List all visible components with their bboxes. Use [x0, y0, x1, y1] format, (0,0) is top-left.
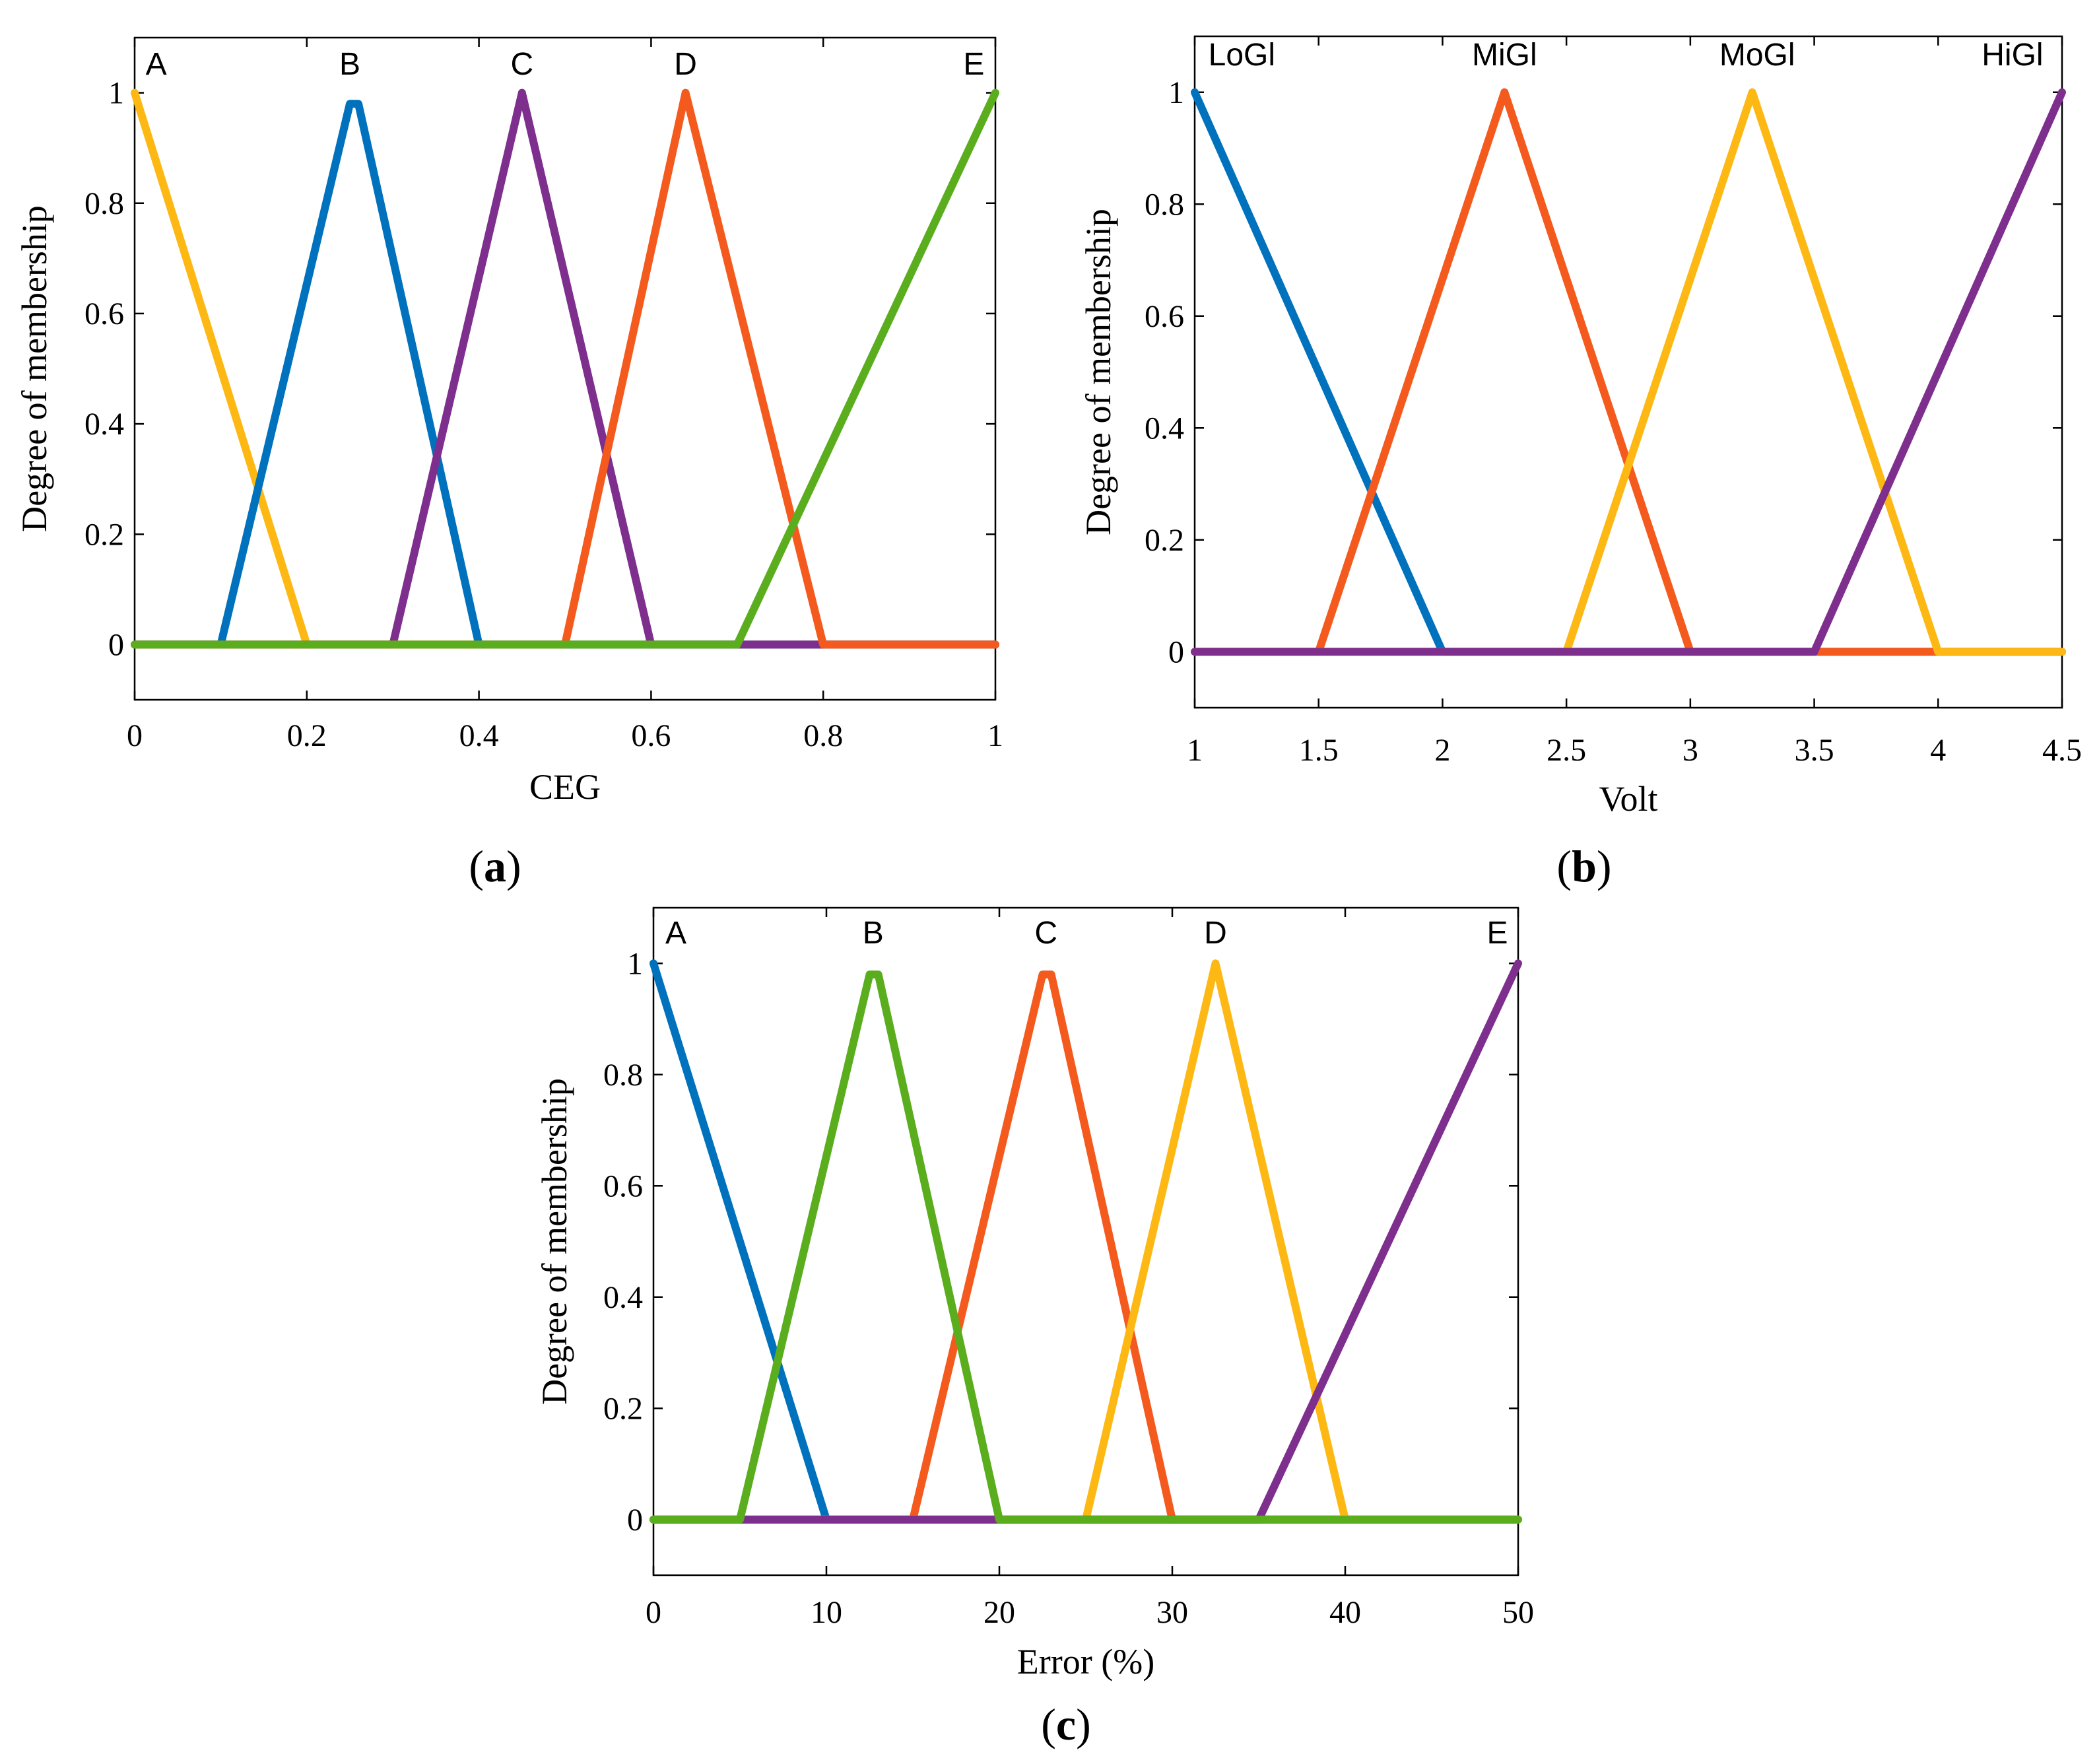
y-tick-label-c-3: 0.6: [603, 1169, 643, 1204]
mf-label-a-e: E: [963, 47, 984, 82]
x-tick-label-a-1: 0.2: [287, 718, 327, 753]
y-tick-label-b-2: 0.4: [1145, 411, 1184, 446]
mf-label-b-logl: LoGl: [1209, 38, 1275, 73]
mf-label-c-a: A: [665, 916, 686, 951]
x-tick-label-c-4: 40: [1329, 1595, 1361, 1630]
y-tick-label-b-5: 1: [1168, 75, 1184, 110]
x-axis-label-b: Volt: [1599, 779, 1657, 819]
mf-label-c-d: D: [1204, 916, 1227, 951]
x-tick-label-b-3: 2.5: [1547, 733, 1586, 768]
mf-label-a-a: A: [146, 47, 167, 82]
series-line-b-higl: [1191, 88, 2066, 656]
x-tick-label-a-4: 0.8: [803, 718, 843, 753]
y-tick-label-a-3: 0.6: [84, 296, 124, 331]
caption-c-letter: c: [1056, 1699, 1076, 1749]
mf-label-b-higl: HiGl: [1982, 38, 2043, 73]
x-tick-label-c-1: 10: [811, 1595, 842, 1630]
y-tick-label-b-1: 0.2: [1145, 523, 1184, 558]
x-tick-label-b-7: 4.5: [2042, 733, 2082, 768]
y-tick-label-c-4: 0.8: [603, 1058, 643, 1093]
y-tick-label-a-2: 0.4: [84, 407, 124, 442]
caption-a-letter: a: [484, 841, 506, 891]
mf-label-a-d: D: [674, 47, 697, 82]
y-tick-label-b-4: 0.8: [1145, 187, 1184, 222]
mf-label-c-e: E: [1487, 916, 1508, 951]
x-tick-label-a-2: 0.4: [459, 718, 499, 753]
caption-a: (a): [469, 841, 521, 891]
x-tick-label-c-2: 20: [983, 1595, 1015, 1630]
plot-frame-c: [652, 906, 1519, 1577]
x-axis-label-c: Error (%): [1017, 1642, 1154, 1681]
y-tick-label-a-4: 0.8: [84, 186, 124, 221]
y-axis-label-c: Degree of membership: [535, 1078, 574, 1405]
caption-b: (b): [1556, 841, 1611, 891]
x-tick-label-b-1: 1.5: [1299, 733, 1339, 768]
y-tick-label-c-0: 0: [627, 1503, 643, 1538]
x-tick-label-a-0: 0: [127, 718, 143, 753]
x-tick-label-b-5: 3.5: [1795, 733, 1834, 768]
mf-label-b-mogl: MoGl: [1719, 38, 1795, 73]
x-tick-label-a-5: 1: [987, 718, 1003, 753]
y-tick-label-a-5: 1: [108, 76, 124, 111]
caption-c: (c): [1041, 1699, 1091, 1749]
x-axis-label-a: CEG: [529, 767, 601, 807]
y-tick-label-a-1: 0.2: [84, 517, 124, 552]
y-tick-label-b-0: 0: [1168, 634, 1184, 669]
mf-label-c-c: C: [1034, 916, 1057, 951]
x-tick-label-b-4: 3: [1683, 733, 1698, 768]
x-tick-label-b-2: 2: [1434, 733, 1450, 768]
x-tick-label-b-6: 4: [1930, 733, 1946, 768]
caption-b-letter: b: [1572, 841, 1597, 891]
series-line-a-e: [131, 88, 999, 649]
x-tick-label-a-3: 0.6: [631, 718, 671, 753]
y-tick-label-c-5: 1: [627, 946, 643, 981]
mf-label-a-c: C: [510, 47, 533, 82]
series-line-c-b: [650, 970, 1522, 1524]
y-tick-label-c-1: 0.2: [603, 1391, 643, 1426]
y-tick-label-a-0: 0: [108, 627, 124, 662]
y-axis-label-b: Degree of membership: [1079, 209, 1118, 535]
y-tick-label-c-2: 0.4: [603, 1280, 643, 1315]
mf-label-a-b: B: [339, 47, 360, 82]
panel-a-chart: 0 0.2 0.4 0.6 0.8 1 0 0.2 0.4 0.6 0.8 1 CEG Degree of…: [15, 36, 1003, 807]
y-axis-label-a: Degree of membership: [15, 205, 54, 532]
x-tick-label-c-0: 0: [646, 1595, 661, 1630]
mf-label-b-migl: MiGl: [1472, 38, 1537, 73]
x-tick-label-c-3: 30: [1156, 1595, 1188, 1630]
panel-b-chart: 0 0.2 0.4 0.6 0.8 1 1 1.5 2 2.5 3 3.5 4 4.5 Volt Degree…: [1079, 35, 2082, 819]
mf-label-c-b: B: [863, 916, 884, 951]
plot-frame-b: [1193, 35, 2063, 709]
x-tick-label-b-0: 1: [1187, 733, 1203, 768]
x-tick-label-c-5: 50: [1502, 1595, 1534, 1630]
plot-frame-a: [133, 36, 997, 701]
y-tick-label-b-3: 0.6: [1145, 299, 1184, 334]
